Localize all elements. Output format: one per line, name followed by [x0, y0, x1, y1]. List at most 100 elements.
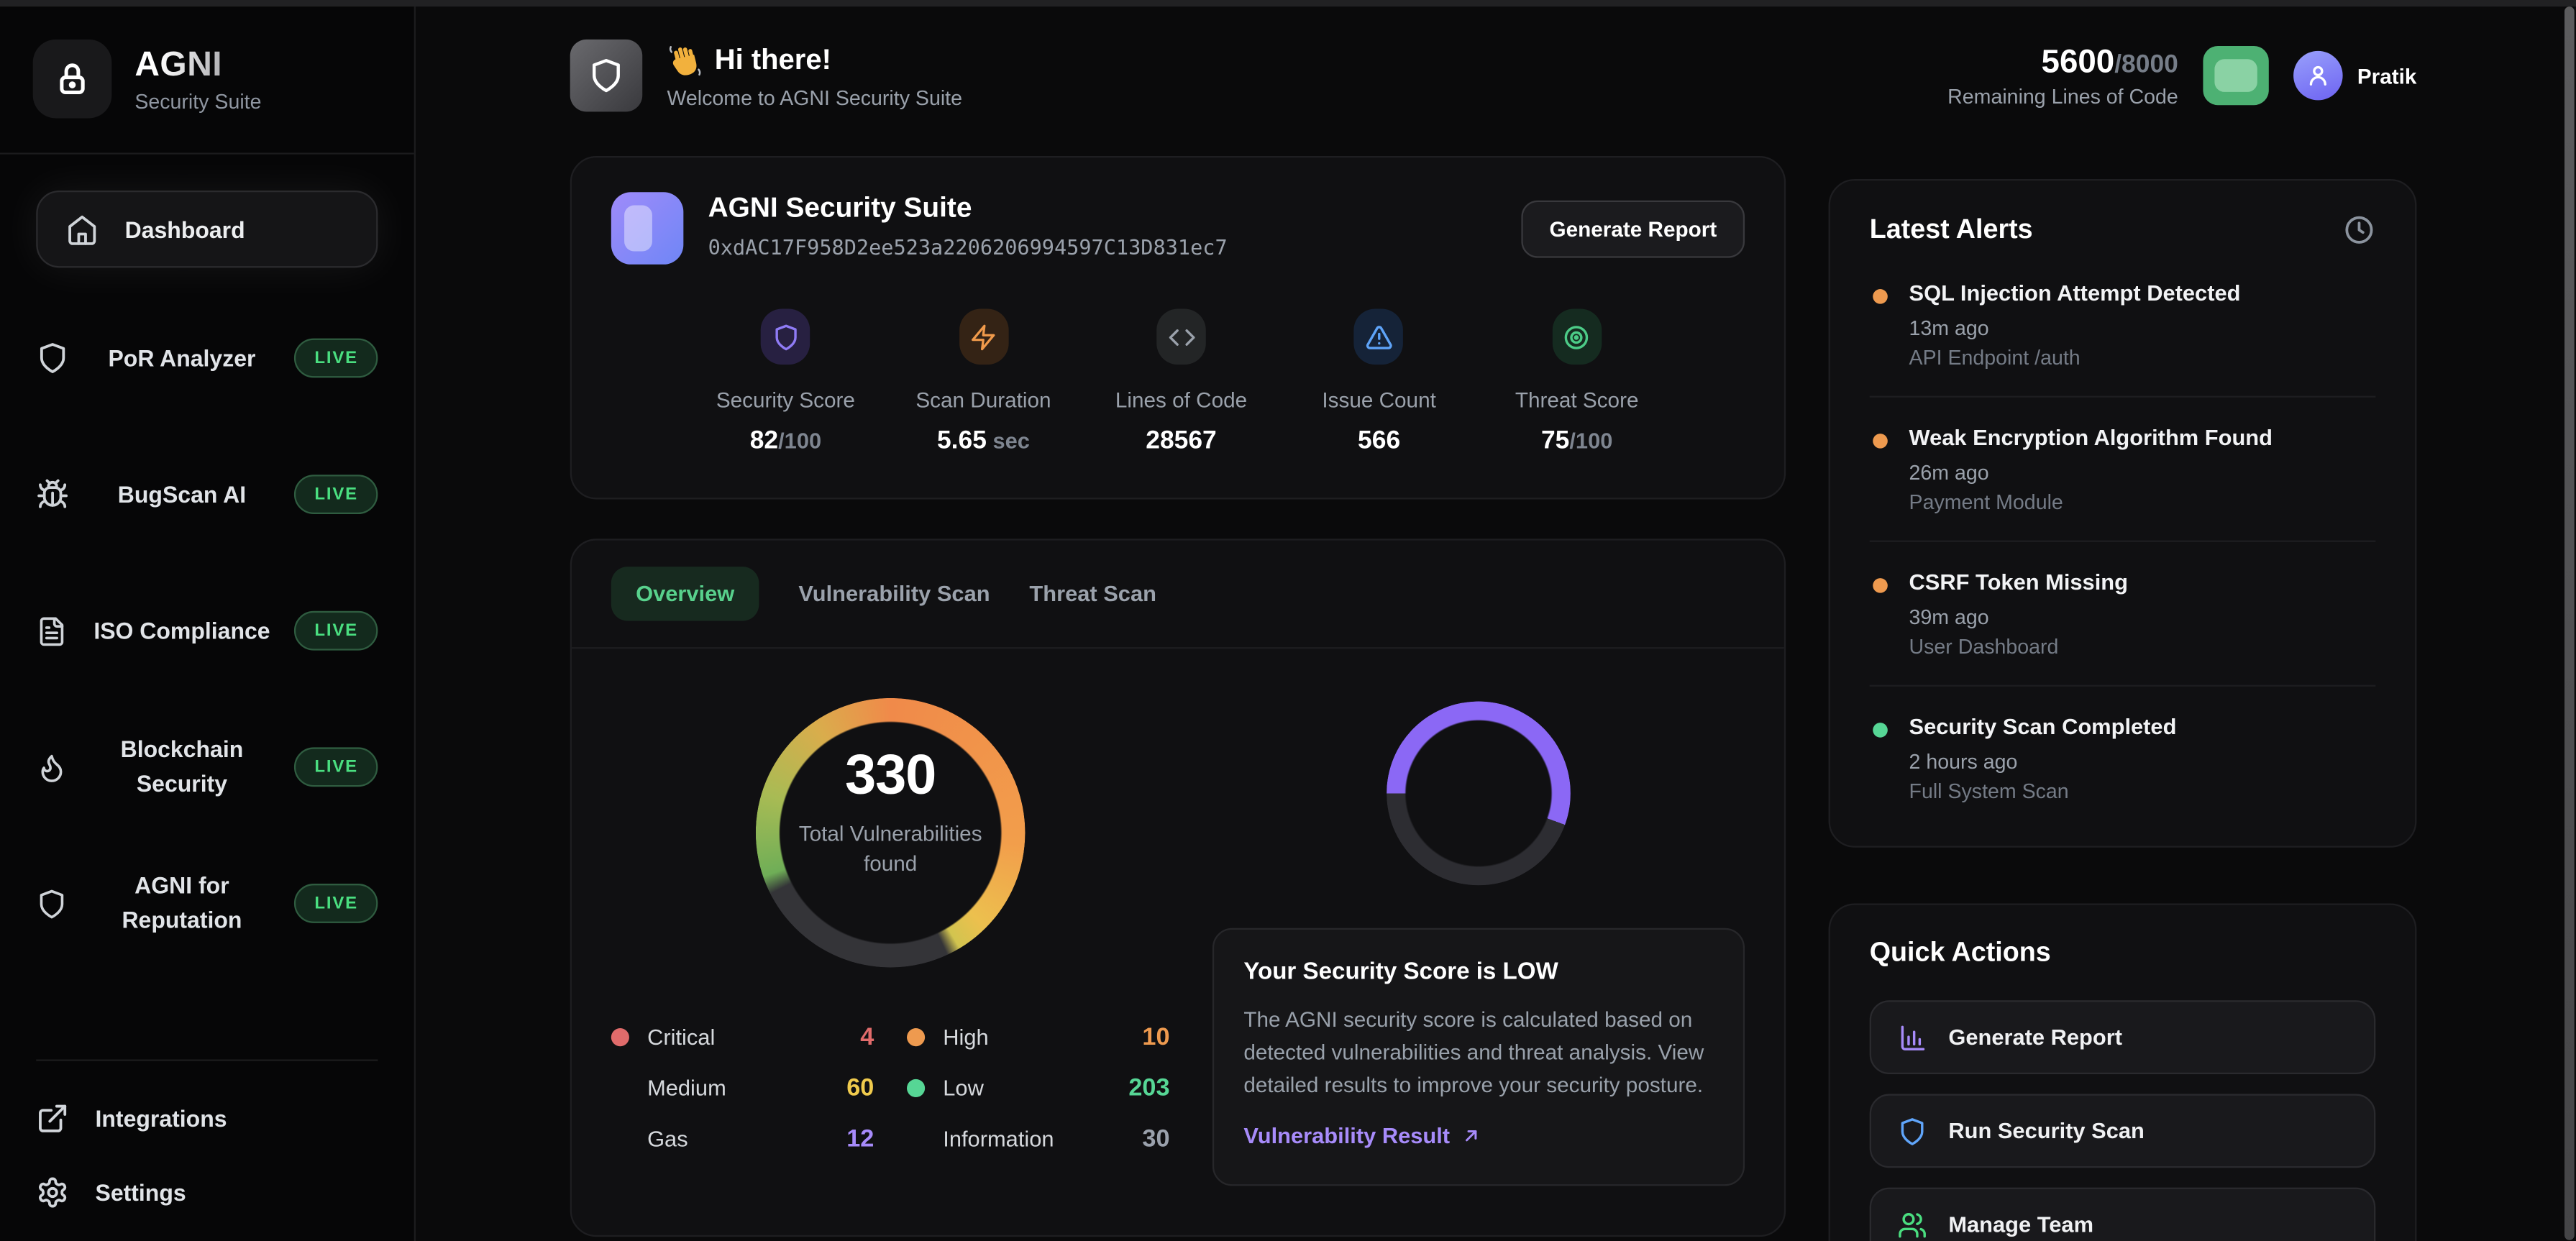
- sidebar-item-label: ISO Compliance: [93, 616, 270, 644]
- sidebar-item-label: AGNI for Reputation: [122, 872, 242, 933]
- legend-low: Low 203: [907, 1074, 1170, 1102]
- alert-triangle-icon: [1354, 308, 1404, 365]
- greeting-subtitle: Welcome to AGNI Security Suite: [667, 86, 963, 109]
- vulnerabilities-donut-chart: [755, 697, 1026, 968]
- legend-high: High 10: [907, 1023, 1170, 1051]
- project-title: AGNI Security Suite: [708, 192, 972, 224]
- sidebar-item-label: Dashboard: [124, 216, 245, 242]
- security-score-gauge: 55.67: [1387, 701, 1571, 886]
- sidebar-item-settings[interactable]: Settings: [36, 1176, 378, 1209]
- severity-dot: [1873, 434, 1888, 449]
- lock-icon: [32, 39, 112, 119]
- sidebar-item-blockchain-security[interactable]: Blockchain Security LIVE: [36, 721, 378, 813]
- users-icon: [1898, 1209, 1927, 1239]
- gauge-value: 55.67: [1433, 771, 1524, 813]
- window-top-edge: [0, 0, 2576, 6]
- scrollbar-thumb[interactable]: [2563, 6, 2575, 1240]
- sidebar-item-bugscan-ai[interactable]: BugScan AI LIVE: [36, 449, 378, 541]
- arrow-up-right-icon: [1460, 1126, 1481, 1148]
- quota-value: 5600: [2041, 43, 2115, 80]
- shield-icon: [36, 888, 69, 919]
- scan-results-card: Overview Vulnerability Scan Threat Scan: [570, 539, 1786, 1238]
- gear-icon: [36, 1176, 69, 1209]
- greeting-title: Hi there!: [714, 42, 831, 76]
- alert-row[interactable]: SQL Injection Attempt Detected 13m ago A…: [1869, 253, 2376, 398]
- avatar: [2293, 50, 2343, 101]
- shield-icon: [570, 39, 643, 112]
- alert-row[interactable]: CSRF Token Missing 39m ago User Dashboar…: [1869, 542, 2376, 687]
- sidebar-item-por-analyzer[interactable]: PoR Analyzer LIVE: [36, 312, 378, 404]
- bar-chart-icon: [1898, 1022, 1927, 1052]
- generate-report-button[interactable]: Generate Report: [1521, 200, 1745, 258]
- quota-counter: 5600/8000 Remaining Lines of Code: [1947, 44, 2178, 108]
- stats-row: Security Score 82/100 Scan Duration 5.65…: [611, 308, 1745, 457]
- user-menu[interactable]: Pratik: [2293, 50, 2417, 101]
- sidebar-item-dashboard[interactable]: Dashboard: [36, 190, 378, 268]
- app-logo: AGNI Security Suite: [0, 0, 414, 152]
- run-security-scan-action[interactable]: Run Security Scan: [1869, 1094, 2376, 1168]
- sidebar-item-integrations[interactable]: Integrations: [36, 1102, 378, 1135]
- user-name: Pratik: [2357, 63, 2417, 88]
- sidebar-item-agni-for-reputation[interactable]: AGNI for Reputation LIVE: [36, 857, 378, 949]
- project-summary-card: AGNI Security Suite 0xdAC17F958D2ee523a2…: [570, 156, 1786, 500]
- score-note-card: Your Security Score is LOW The AGNI secu…: [1212, 928, 1745, 1187]
- bug-icon: [36, 478, 69, 511]
- sidebar: AGNI Security Suite Dashboard PoR Analyz…: [0, 0, 416, 1241]
- sidebar-item-iso-compliance[interactable]: ISO Compliance LIVE: [36, 585, 378, 677]
- quick-actions-title: Quick Actions: [1869, 938, 2051, 968]
- tab-vulnerability-scan[interactable]: Vulnerability Scan: [798, 581, 990, 606]
- legend-gas: Gas 12: [647, 1125, 874, 1153]
- sidebar-item-label: BugScan AI: [117, 480, 247, 507]
- clock-icon: [2343, 214, 2376, 247]
- manage-team-action[interactable]: Manage Team: [1869, 1187, 2376, 1241]
- lightning-icon: [959, 308, 1008, 365]
- sidebar-divider: [0, 152, 414, 155]
- page-header: Hi there! Welcome to AGNI Security Suite…: [570, 39, 2417, 112]
- high-dot: [907, 1028, 926, 1047]
- live-badge: LIVE: [294, 610, 378, 651]
- sidebar-nav: Dashboard PoR Analyzer LIVE BugScan AI L…: [0, 155, 414, 1059]
- tab-threat-scan[interactable]: Threat Scan: [1029, 581, 1156, 606]
- stat-security-score: Security Score 82/100: [687, 308, 885, 457]
- code-icon: [1156, 308, 1206, 365]
- tab-overview[interactable]: Overview: [611, 567, 759, 621]
- sidebar-footer-divider: [36, 1058, 378, 1061]
- legend-information: Information 30: [943, 1125, 1170, 1153]
- home-icon: [65, 213, 99, 246]
- legend-medium: Medium 60: [647, 1074, 874, 1102]
- generate-report-action[interactable]: Generate Report: [1869, 1000, 2376, 1075]
- sidebar-item-label: Settings: [95, 1178, 186, 1205]
- vulnerability-result-link[interactable]: Vulnerability Result: [1243, 1125, 1481, 1149]
- battery-icon: [2203, 45, 2269, 106]
- sidebar-item-label: PoR Analyzer: [108, 344, 256, 371]
- shield-icon: [1898, 1116, 1927, 1145]
- donut-total: 330: [845, 743, 936, 807]
- sidebar-item-label: Integrations: [95, 1104, 227, 1132]
- latest-alerts-card: Latest Alerts SQL Injection Attempt Dete…: [1828, 179, 2417, 848]
- shield-icon: [761, 308, 810, 365]
- page-scrollbar[interactable]: [2563, 6, 2575, 1240]
- wave-hand-icon: [667, 42, 703, 78]
- stat-threat-score: Threat Score 75/100: [1478, 308, 1676, 457]
- alerts-title: Latest Alerts: [1869, 214, 2033, 244]
- stat-scan-duration: Scan Duration 5.65 sec: [885, 308, 1082, 457]
- tab-bar: Overview Vulnerability Scan Threat Scan: [571, 541, 1784, 649]
- severity-dot: [1873, 578, 1888, 593]
- main-content: Hi there! Welcome to AGNI Security Suite…: [416, 0, 2576, 1241]
- live-badge: LIVE: [294, 747, 378, 787]
- severity-dot: [1873, 289, 1888, 304]
- severity-legend: Critical 4 High 10: [611, 1023, 1170, 1153]
- alert-row[interactable]: Security Scan Completed 2 hours ago Full…: [1870, 687, 2376, 830]
- sidebar-footer: Integrations Settings: [0, 1058, 414, 1241]
- quick-actions-card: Quick Actions Generate Report: [1828, 903, 2417, 1241]
- alert-row[interactable]: Weak Encryption Algorithm Found 26m ago …: [1869, 398, 2376, 542]
- flame-icon: [36, 751, 69, 782]
- project-icon: [611, 192, 684, 265]
- sidebar-item-label: Blockchain Security: [120, 736, 244, 797]
- external-link-icon: [36, 1102, 69, 1135]
- live-badge: LIVE: [294, 884, 378, 923]
- stat-issue-count: Issue Count 566: [1280, 308, 1478, 457]
- quota-label: Remaining Lines of Code: [1947, 84, 2178, 108]
- legend-critical: Critical 4: [611, 1023, 874, 1051]
